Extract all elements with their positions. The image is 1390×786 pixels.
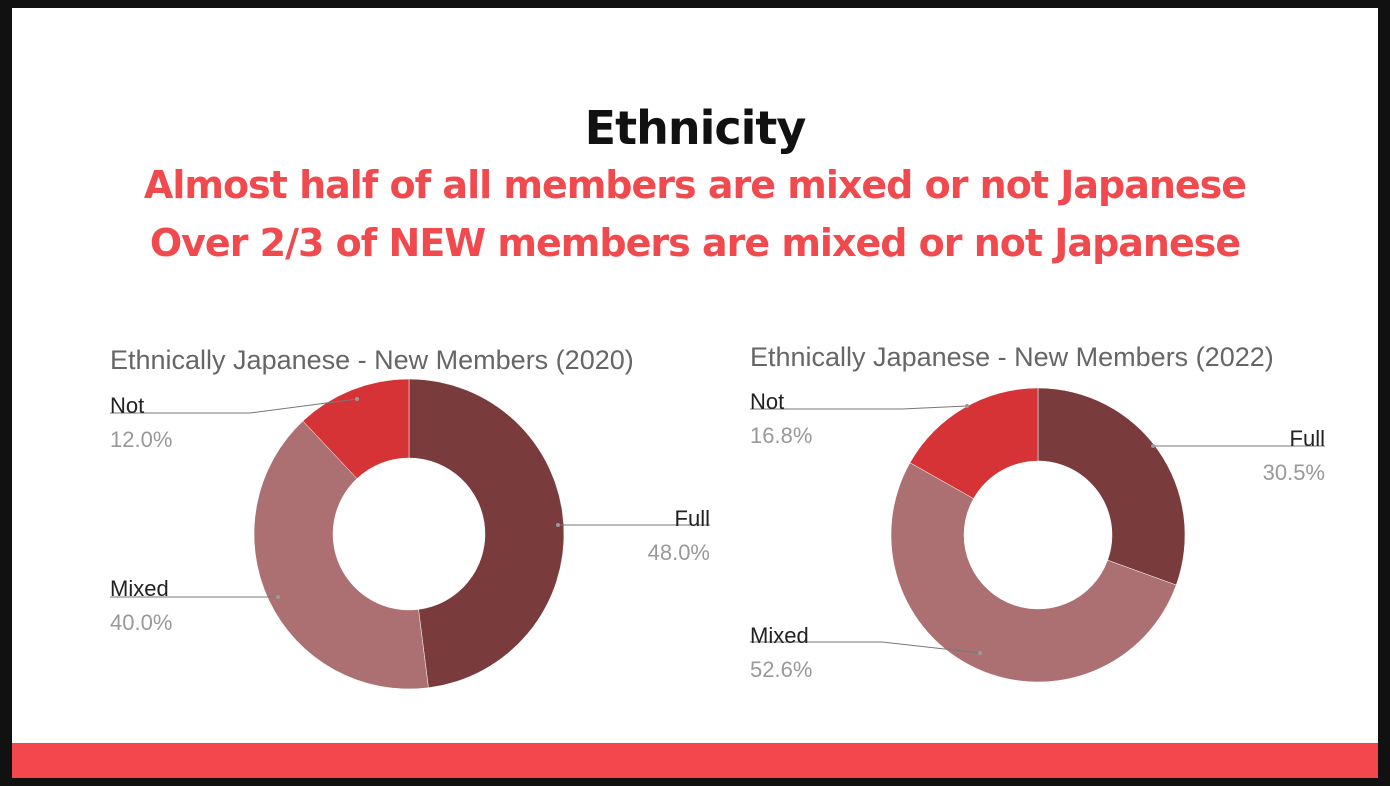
leader-dot-not [355,397,359,401]
leader-dot-full [1151,444,1155,448]
slice-label-mixed: Mixed [110,576,169,601]
slice-full [1037,387,1186,586]
slice-value-mixed: 52.6% [750,657,812,682]
slice-label-mixed: Mixed [750,623,809,648]
slice-label-full: Full [675,506,710,531]
slice-full [408,378,565,689]
leader-line-not [110,398,358,414]
chart-title: Ethnically Japanese - New Members (2022) [750,342,1274,372]
leader-line-mixed [750,641,981,654]
donut-charts: Ethnically Japanese - New Members (2020)… [110,342,1325,690]
leader-dot-mixed [276,595,280,599]
donut-chart-1: Ethnically Japanese - New Members (2020)… [110,345,710,690]
slice-mixed [253,420,429,690]
slice-not [909,387,1039,499]
chart-title: Ethnically Japanese - New Members (2020) [110,345,634,375]
slice-value-not: 12.0% [110,427,172,452]
slice-mixed [890,462,1177,683]
slide: Ethnicity Almost half of all members are… [12,8,1378,778]
slice-value-mixed: 40.0% [110,610,172,635]
leader-dot-full [556,523,560,527]
slice-not [302,378,410,479]
slide-subtitle-line-1: Almost half of all members are mixed or … [143,163,1247,207]
slide-subtitle-line-2: Over 2/3 of NEW members are mixed or not… [149,221,1241,265]
leader-dot-not [965,404,969,408]
donut-chart-2: Ethnically Japanese - New Members (2022)… [750,342,1325,683]
slice-value-full: 30.5% [1263,460,1325,485]
slice-label-full: Full [1290,426,1325,451]
slice-label-not: Not [750,389,784,414]
leader-dot-mixed [978,651,982,655]
footer-accent-bar [12,743,1378,778]
slice-value-not: 16.8% [750,423,812,448]
slice-label-not: Not [110,393,144,418]
slide-title: Ethnicity [584,101,807,155]
leader-line-not [750,405,968,410]
slice-value-full: 48.0% [648,540,710,565]
slide-heading: Ethnicity Almost half of all members are… [12,100,1378,272]
